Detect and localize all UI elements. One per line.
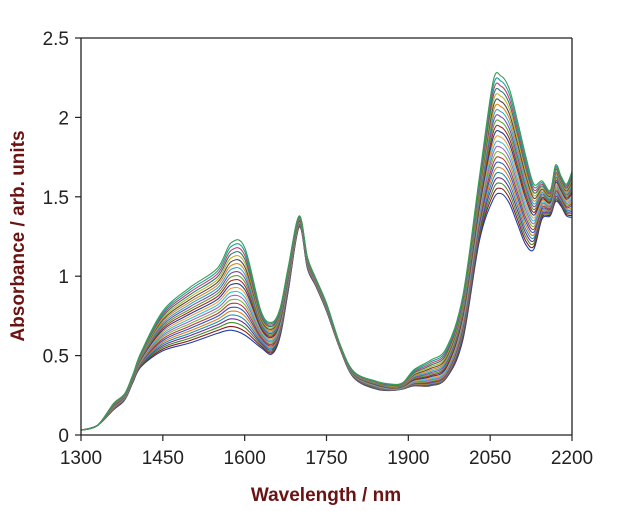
y-tick-label: 0.5	[43, 347, 69, 368]
x-ticks: 1300 1450 1600 1750 1900 2050 2200	[60, 435, 593, 469]
x-tick-label: 1900	[387, 448, 429, 469]
spectrum-line	[80, 72, 573, 431]
x-tick-label: 1600	[224, 448, 266, 469]
y-tick-label: 2	[58, 108, 69, 129]
y-tick-label: 1	[58, 267, 69, 288]
x-tick-label: 2050	[469, 448, 511, 469]
x-tick-label: 2200	[551, 448, 593, 469]
y-ticks: 0 0.5 1 1.5 2 2.5	[43, 29, 81, 447]
y-tick-label: 1.5	[43, 188, 69, 209]
y-tick-label: 0	[58, 426, 69, 447]
x-tick-label: 1750	[305, 448, 347, 469]
y-tick-label: 2.5	[43, 29, 69, 50]
y-axis-title: Absorbance / arb. units	[8, 130, 29, 341]
series-layer	[80, 72, 573, 431]
x-axis-title: Wavelength / nm	[251, 485, 401, 506]
x-tick-label: 1300	[60, 448, 102, 469]
plot-area	[81, 38, 572, 435]
x-tick-label: 1450	[142, 448, 184, 469]
